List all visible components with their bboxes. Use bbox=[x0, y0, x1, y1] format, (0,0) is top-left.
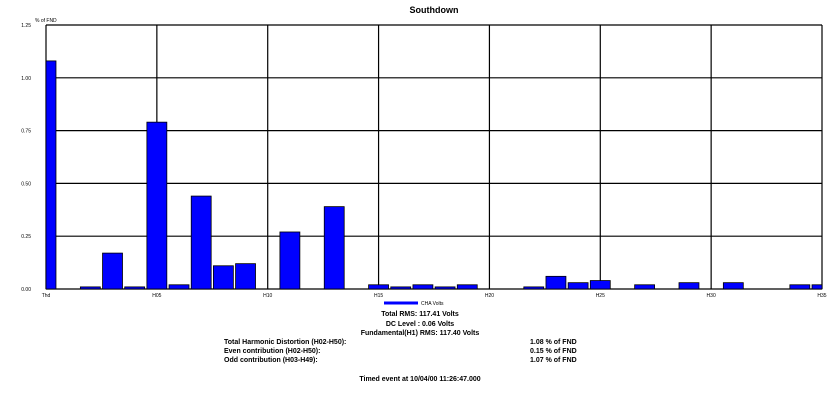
y-tick-label: 0.00 bbox=[21, 287, 31, 293]
bar-h35 bbox=[811, 284, 823, 290]
harmonic-chart: Southdown % of FND 0.00 0.25 0.50 0.75 1.00 1… bbox=[21, 5, 827, 307]
x-tick-label: Thd bbox=[42, 293, 51, 299]
bar-h22 bbox=[523, 286, 545, 290]
thd-value: 1.08 % of FND bbox=[530, 339, 577, 346]
axes: 0.00 0.25 0.50 0.75 1.00 1.25 Thd H05 H10 H15 H20 H… bbox=[21, 23, 827, 299]
bar-h27 bbox=[634, 284, 656, 290]
bar-series bbox=[45, 60, 823, 290]
legend-label: CHA Volts bbox=[421, 301, 444, 307]
x-tick-label: H05 bbox=[152, 293, 161, 299]
y-tick-label: 1.00 bbox=[21, 76, 31, 82]
legend: CHA Volts bbox=[384, 301, 444, 307]
bar-h18 bbox=[434, 286, 456, 290]
chart-title: Southdown bbox=[410, 5, 459, 15]
bar-h31 bbox=[722, 282, 744, 290]
even-label: Even contribution (H02-H50): bbox=[224, 348, 321, 355]
y-tick-label: 1.25 bbox=[21, 23, 31, 29]
bar-h17 bbox=[412, 284, 434, 290]
bar-h08 bbox=[212, 265, 234, 290]
bar-thd bbox=[45, 60, 57, 290]
bar-h29 bbox=[678, 282, 700, 290]
x-tick-label: H15 bbox=[374, 293, 383, 299]
bar-h03 bbox=[102, 252, 123, 290]
bar-h16 bbox=[390, 286, 412, 290]
timed-event: Timed event at 10/04/00 11:26:47.000 bbox=[359, 376, 481, 383]
bar-h09 bbox=[235, 263, 256, 290]
y-tick-label: 0.25 bbox=[21, 234, 31, 240]
y-tick-label: 0.75 bbox=[21, 129, 31, 135]
bar-h05 bbox=[146, 121, 168, 290]
total-rms: Total RMS: 117.41 Volts bbox=[381, 311, 459, 318]
bar-h11 bbox=[279, 231, 301, 290]
bar-h25 bbox=[589, 280, 611, 290]
thd-label: Total Harmonic Distortion (H02-H50): bbox=[224, 339, 347, 346]
bar-h02 bbox=[79, 286, 101, 290]
x-tick-label: H25 bbox=[596, 293, 605, 299]
fundamental-rms: Fundamental(H1) RMS: 117.40 Volts bbox=[360, 330, 480, 337]
odd-value: 1.07 % of FND bbox=[530, 357, 577, 364]
x-tick-label: H35 bbox=[817, 293, 826, 299]
bar-h13 bbox=[323, 206, 345, 290]
grid bbox=[45, 24, 823, 290]
bar-h07 bbox=[190, 195, 212, 290]
bar-h24 bbox=[567, 282, 589, 290]
x-tick-label: H20 bbox=[485, 293, 494, 299]
x-tick-label: H30 bbox=[707, 293, 716, 299]
x-tick-label: H10 bbox=[263, 293, 272, 299]
bar-h15 bbox=[368, 284, 389, 290]
bar-h04 bbox=[124, 286, 146, 290]
odd-label: Odd contribution (H03-H49): bbox=[224, 357, 318, 364]
y-axis-label: % of FND bbox=[35, 18, 57, 24]
bar-h23 bbox=[545, 275, 567, 290]
bar-h06 bbox=[168, 284, 190, 290]
dc-level: DC Level : 0.06 Volts bbox=[385, 321, 455, 328]
bar-h34 bbox=[789, 284, 811, 290]
y-tick-label: 0.50 bbox=[21, 181, 31, 187]
even-value: 0.15 % of FND bbox=[530, 348, 577, 355]
bar-h19 bbox=[456, 284, 478, 290]
